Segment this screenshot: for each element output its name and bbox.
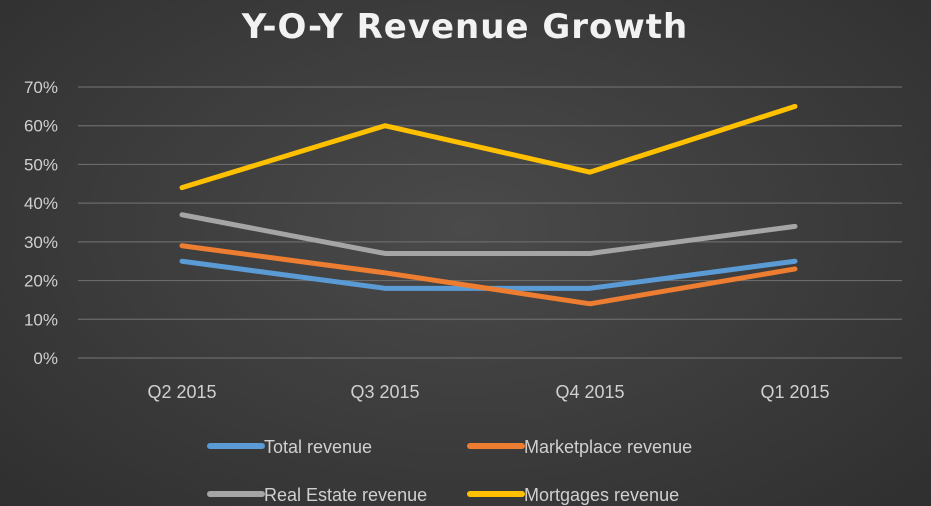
y-tick-label: 0% [33,349,58,368]
legend-label: Total revenue [264,437,372,457]
legend-item: Real Estate revenue [207,485,427,505]
x-tick-label: Q2 2015 [147,382,216,402]
series-layer [179,103,798,307]
x-tick-label: Q4 2015 [555,382,624,402]
x-tick-label: Q1 2015 [760,382,829,402]
legend: Total revenue Marketplace revenue Real Est… [207,437,692,505]
legend-item: Marketplace revenue [467,437,692,457]
y-tick-label: 60% [24,117,58,136]
y-tick-label: 40% [24,194,58,213]
legend-label: Mortgages revenue [524,485,679,505]
x-tick-label: Q3 2015 [350,382,419,402]
legend-label: Marketplace revenue [524,437,692,457]
y-tick-label: 70% [24,78,58,97]
series-line-real-estate-revenue [179,212,798,256]
x-axis-ticks: Q2 2015 Q3 2015 Q4 2015 Q1 2015 [147,382,829,402]
legend-item: Mortgages revenue [467,485,679,505]
chart-title: Y-O-Y Revenue Growth [241,7,689,47]
series-line-mortgages-revenue [179,103,798,191]
y-tick-label: 30% [24,233,58,252]
y-tick-label: 10% [24,310,58,329]
y-tick-label: 20% [24,272,58,291]
legend-label: Real Estate revenue [264,485,427,505]
y-axis-ticks: 0% 10% 20% 30% 40% 50% 60% 70% [24,78,58,368]
legend-item: Total revenue [207,437,372,457]
y-tick-label: 50% [24,155,58,174]
series-line-marketplace-revenue [179,243,798,307]
grid-layer [78,86,902,359]
